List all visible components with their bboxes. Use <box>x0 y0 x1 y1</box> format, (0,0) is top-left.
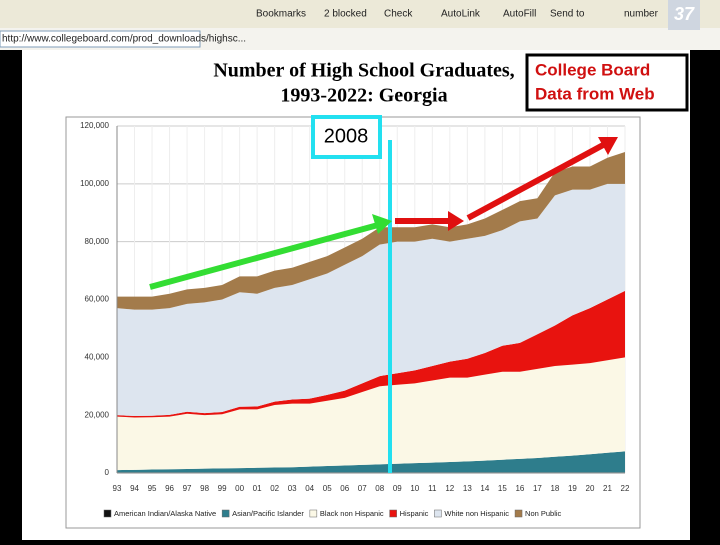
y-tick-label: 120,000 <box>80 121 109 130</box>
x-tick-label: 98 <box>200 484 209 493</box>
x-tick-label: 02 <box>270 484 279 493</box>
y-tick-label: 40,000 <box>85 352 110 361</box>
annotation-arrows <box>149 137 618 290</box>
y-tick-label: 100,000 <box>80 179 109 188</box>
x-tick-label: 11 <box>428 484 437 493</box>
y-tick-label: 60,000 <box>85 295 110 304</box>
toolbar-button[interactable]: AutoFill <box>503 9 536 20</box>
x-tick-label: 14 <box>480 484 489 493</box>
x-tick-label: 16 <box>515 484 524 493</box>
x-tick-label: 06 <box>340 484 349 493</box>
y-tick-label: 20,000 <box>85 410 110 419</box>
slide-number-box <box>668 0 700 30</box>
url: http://www.collegeboard.com/prod_downloa… <box>2 34 246 45</box>
x-tick-label: 95 <box>148 484 157 493</box>
legend-swatch <box>103 509 112 518</box>
legend-label: Asian/Pacific Islander <box>232 509 304 518</box>
x-tick-label: 96 <box>165 484 174 493</box>
legend-label: Non Public <box>525 509 562 518</box>
toolbar-button[interactable]: Bookmarks <box>256 9 306 20</box>
legend-swatch <box>434 509 442 518</box>
title: 1993-2022: Georgia <box>280 85 447 107</box>
x-tick-label: 19 <box>568 484 577 493</box>
x-tick-label: 04 <box>305 484 314 493</box>
x-tick-label: 07 <box>358 484 367 493</box>
legend-swatch <box>221 509 230 518</box>
x-tick-label: 17 <box>533 484 542 493</box>
marker-label: 2008 <box>324 125 369 147</box>
x-tick-label: 12 <box>445 484 454 493</box>
slide-number: 37 <box>674 4 695 24</box>
callout: Data from Web <box>535 84 655 103</box>
x-tick-label: 99 <box>218 484 227 493</box>
toolbar-button[interactable]: 2 blocked <box>324 9 367 20</box>
x-tick-label: 93 <box>113 484 122 493</box>
area <box>117 357 625 471</box>
area <box>117 451 625 473</box>
area <box>117 183 625 417</box>
legend-label: Hispanic <box>400 509 429 518</box>
x-tick-label: 22 <box>621 484 630 493</box>
legend-swatch <box>514 509 523 518</box>
area <box>117 290 625 418</box>
callout: College Board <box>535 60 650 79</box>
x-tick-label: 21 <box>603 484 612 493</box>
x-tick-label: 01 <box>253 484 262 493</box>
x-tick-label: 94 <box>130 484 139 493</box>
x-tick-label: 20 <box>586 484 595 493</box>
url-field[interactable] <box>0 30 201 48</box>
marker-label-box <box>311 115 382 159</box>
x-tick-label: 10 <box>410 484 419 493</box>
x-tick-label: 13 <box>463 484 472 493</box>
x-tick-label: 03 <box>288 484 297 493</box>
legend-label: Black non Hispanic <box>320 509 384 518</box>
x-tick-label: 18 <box>550 484 559 493</box>
x-tick-label: 08 <box>375 484 384 493</box>
x-tick-label: 09 <box>393 484 402 493</box>
y-tick-label: 0 <box>105 468 110 477</box>
callout-box <box>525 53 689 112</box>
x-tick-label: 97 <box>183 484 192 493</box>
legend-label: American Indian/Alaska Native <box>114 509 216 518</box>
title: Number of High School Graduates, <box>213 60 514 82</box>
toolbar-button[interactable]: AutoLink <box>441 9 481 20</box>
legend-swatch <box>309 509 318 518</box>
legend-swatch <box>389 509 397 518</box>
x-tick-label: 00 <box>235 484 244 493</box>
toolbar-button[interactable]: Check <box>384 9 413 20</box>
y-tick-label: 80,000 <box>85 237 110 246</box>
toolbar <box>0 0 720 28</box>
x-tick-label: 05 <box>323 484 332 493</box>
toolbar-button[interactable]: Send to <box>550 9 585 20</box>
area <box>117 152 625 310</box>
x-tick-label: 15 <box>498 484 507 493</box>
legend-label: White non Hispanic <box>444 509 509 518</box>
toolbar-button[interactable]: number <box>624 9 659 20</box>
